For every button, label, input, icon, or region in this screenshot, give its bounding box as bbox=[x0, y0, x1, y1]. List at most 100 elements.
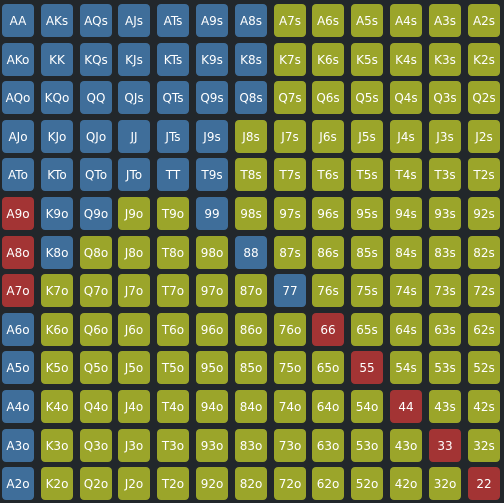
hand-cell[interactable]: TT bbox=[157, 158, 189, 191]
hand-cell[interactable]: 43o bbox=[390, 429, 422, 462]
hand-cell[interactable]: 63s bbox=[429, 313, 461, 346]
hand-cell[interactable]: 33 bbox=[429, 429, 461, 462]
hand-cell[interactable]: K7s bbox=[274, 43, 306, 76]
hand-cell[interactable]: A9o bbox=[2, 197, 34, 230]
hand-cell[interactable]: K4o bbox=[41, 390, 73, 423]
hand-cell[interactable]: 73o bbox=[274, 429, 306, 462]
hand-cell[interactable]: T8s bbox=[235, 158, 267, 191]
hand-cell[interactable]: Q6s bbox=[312, 81, 344, 114]
hand-cell[interactable]: Q9s bbox=[196, 81, 228, 114]
hand-cell[interactable]: 95s bbox=[351, 197, 383, 230]
hand-cell[interactable]: 75o bbox=[274, 351, 306, 384]
hand-cell[interactable]: 92s bbox=[468, 197, 500, 230]
hand-cell[interactable]: AA bbox=[2, 4, 34, 37]
hand-cell[interactable]: 87o bbox=[235, 274, 267, 307]
hand-cell[interactable]: K3s bbox=[429, 43, 461, 76]
hand-cell[interactable]: KTo bbox=[41, 158, 73, 191]
hand-cell[interactable]: ATo bbox=[2, 158, 34, 191]
hand-cell[interactable]: 72s bbox=[468, 274, 500, 307]
hand-cell[interactable]: A7o bbox=[2, 274, 34, 307]
hand-cell[interactable]: A8s bbox=[235, 4, 267, 37]
hand-cell[interactable]: Q5o bbox=[80, 351, 112, 384]
hand-cell[interactable]: 74s bbox=[390, 274, 422, 307]
hand-cell[interactable]: K3o bbox=[41, 429, 73, 462]
hand-cell[interactable]: T7o bbox=[157, 274, 189, 307]
hand-cell[interactable]: ATs bbox=[157, 4, 189, 37]
hand-cell[interactable]: 99 bbox=[196, 197, 228, 230]
hand-cell[interactable]: J8o bbox=[118, 236, 150, 269]
hand-cell[interactable]: K4s bbox=[390, 43, 422, 76]
hand-cell[interactable]: 42s bbox=[468, 390, 500, 423]
hand-cell[interactable]: Q5s bbox=[351, 81, 383, 114]
hand-cell[interactable]: 32o bbox=[429, 467, 461, 500]
hand-cell[interactable]: 88 bbox=[235, 236, 267, 269]
hand-cell[interactable]: 52s bbox=[468, 351, 500, 384]
hand-cell[interactable]: J7s bbox=[274, 120, 306, 153]
hand-cell[interactable]: K8o bbox=[41, 236, 73, 269]
hand-cell[interactable]: AKo bbox=[2, 43, 34, 76]
hand-cell[interactable]: 77 bbox=[274, 274, 306, 307]
hand-cell[interactable]: K8s bbox=[235, 43, 267, 76]
hand-cell[interactable]: T2o bbox=[157, 467, 189, 500]
hand-cell[interactable]: A4s bbox=[390, 4, 422, 37]
hand-cell[interactable]: T9s bbox=[196, 158, 228, 191]
hand-cell[interactable]: 55 bbox=[351, 351, 383, 384]
hand-cell[interactable]: J2s bbox=[468, 120, 500, 153]
hand-cell[interactable]: Q2s bbox=[468, 81, 500, 114]
hand-cell[interactable]: KJs bbox=[118, 43, 150, 76]
hand-cell[interactable]: T9o bbox=[157, 197, 189, 230]
hand-cell[interactable]: A6s bbox=[312, 4, 344, 37]
hand-cell[interactable]: 84o bbox=[235, 390, 267, 423]
hand-cell[interactable]: J3o bbox=[118, 429, 150, 462]
hand-cell[interactable]: 97s bbox=[274, 197, 306, 230]
hand-cell[interactable]: J5o bbox=[118, 351, 150, 384]
hand-cell[interactable]: 86s bbox=[312, 236, 344, 269]
hand-cell[interactable]: K6o bbox=[41, 313, 73, 346]
hand-cell[interactable]: 94s bbox=[390, 197, 422, 230]
hand-cell[interactable]: K2o bbox=[41, 467, 73, 500]
hand-cell[interactable]: AJs bbox=[118, 4, 150, 37]
hand-cell[interactable]: Q3s bbox=[429, 81, 461, 114]
hand-cell[interactable]: Q6o bbox=[80, 313, 112, 346]
hand-cell[interactable]: AJo bbox=[2, 120, 34, 153]
hand-cell[interactable]: 76s bbox=[312, 274, 344, 307]
hand-cell[interactable]: JJ bbox=[118, 120, 150, 153]
hand-cell[interactable]: 98s bbox=[235, 197, 267, 230]
hand-cell[interactable]: Q4s bbox=[390, 81, 422, 114]
hand-cell[interactable]: A9s bbox=[196, 4, 228, 37]
hand-cell[interactable]: K7o bbox=[41, 274, 73, 307]
hand-cell[interactable]: KK bbox=[41, 43, 73, 76]
hand-cell[interactable]: T6s bbox=[312, 158, 344, 191]
hand-cell[interactable]: 74o bbox=[274, 390, 306, 423]
hand-cell[interactable]: K2s bbox=[468, 43, 500, 76]
hand-cell[interactable]: AKs bbox=[41, 4, 73, 37]
hand-cell[interactable]: Q4o bbox=[80, 390, 112, 423]
hand-cell[interactable]: KJo bbox=[41, 120, 73, 153]
hand-cell[interactable]: J8s bbox=[235, 120, 267, 153]
hand-cell[interactable]: KQs bbox=[80, 43, 112, 76]
hand-cell[interactable]: 93o bbox=[196, 429, 228, 462]
hand-cell[interactable]: A2s bbox=[468, 4, 500, 37]
hand-cell[interactable]: AQs bbox=[80, 4, 112, 37]
hand-cell[interactable]: 22 bbox=[468, 467, 500, 500]
hand-cell[interactable]: 94o bbox=[196, 390, 228, 423]
hand-cell[interactable]: 85o bbox=[235, 351, 267, 384]
hand-cell[interactable]: K6s bbox=[312, 43, 344, 76]
hand-cell[interactable]: J4o bbox=[118, 390, 150, 423]
hand-cell[interactable]: 72o bbox=[274, 467, 306, 500]
hand-cell[interactable]: T3s bbox=[429, 158, 461, 191]
hand-cell[interactable]: 53s bbox=[429, 351, 461, 384]
hand-cell[interactable]: 62o bbox=[312, 467, 344, 500]
hand-cell[interactable]: A2o bbox=[2, 467, 34, 500]
hand-cell[interactable]: 52o bbox=[351, 467, 383, 500]
hand-cell[interactable]: 84s bbox=[390, 236, 422, 269]
hand-cell[interactable]: A5s bbox=[351, 4, 383, 37]
hand-cell[interactable]: T4o bbox=[157, 390, 189, 423]
hand-cell[interactable]: 95o bbox=[196, 351, 228, 384]
hand-cell[interactable]: KQo bbox=[41, 81, 73, 114]
hand-cell[interactable]: J3s bbox=[429, 120, 461, 153]
hand-cell[interactable]: 43s bbox=[429, 390, 461, 423]
hand-cell[interactable]: Q9o bbox=[80, 197, 112, 230]
hand-cell[interactable]: A7s bbox=[274, 4, 306, 37]
hand-cell[interactable]: 82o bbox=[235, 467, 267, 500]
